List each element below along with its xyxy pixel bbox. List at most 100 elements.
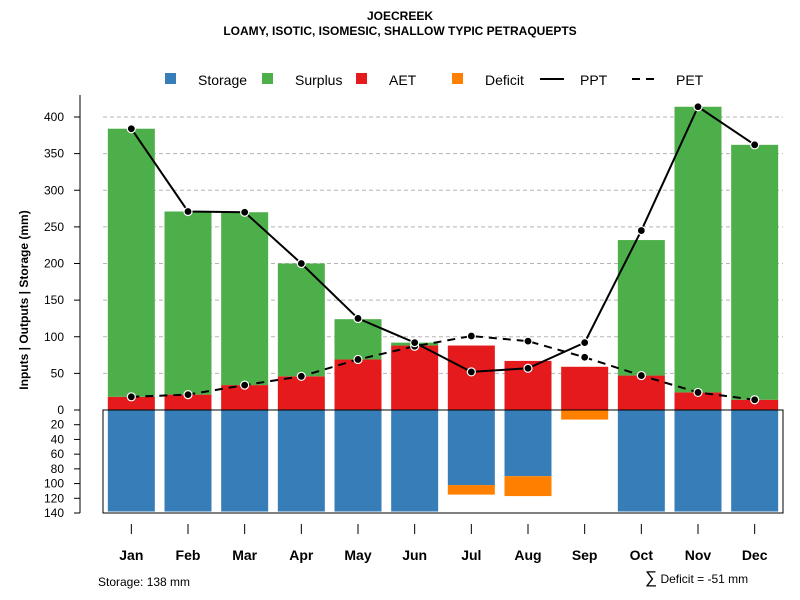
x-tick-label: Jun: [402, 547, 427, 563]
y-tick-label: 80: [51, 462, 65, 476]
aet-bar: [391, 345, 439, 410]
aet-bar: [731, 399, 779, 410]
legend-label-surplus: Surplus: [295, 72, 342, 88]
storage-capacity-label: Storage: 138 mm: [98, 575, 191, 589]
legend-label-aet: AET: [389, 72, 417, 88]
surplus-bar: [674, 106, 722, 393]
pet-point: [353, 354, 363, 365]
pet-point: [183, 390, 193, 400]
chart-subtitle: LOAMY, ISOTIC, ISOMESIC, SHALLOW TYPIC P…: [223, 24, 577, 38]
pet-point: [523, 336, 533, 346]
storage-bar: [617, 410, 665, 512]
y-tick-label: 100: [44, 330, 64, 344]
aet-bar: [561, 366, 609, 410]
storage-bar: [391, 410, 439, 512]
storage-bar: [164, 410, 212, 512]
ppt-point: [636, 225, 646, 236]
storage-bar: [731, 410, 779, 512]
aet-bar: [277, 376, 325, 410]
aet-bar: [617, 375, 665, 410]
aet-bar: [447, 345, 495, 410]
legend-swatch-deficit: [452, 73, 463, 84]
pet-point: [750, 395, 760, 405]
y-tick-label: 400: [44, 110, 64, 124]
x-tick-label: Apr: [289, 547, 314, 563]
pet-line: [131, 335, 755, 401]
aet-bar: [164, 394, 212, 410]
legend-label-pet: PET: [676, 72, 704, 88]
storage-bar: [674, 410, 722, 512]
ppt-point: [693, 102, 703, 112]
surplus-bar: [221, 212, 269, 386]
aet-bar: [334, 359, 382, 410]
legend-swatch-surplus: [262, 73, 273, 84]
x-tick-label: May: [344, 547, 371, 563]
x-tick-label: Jan: [119, 547, 143, 563]
x-tick-label: Aug: [514, 547, 541, 563]
y-tick-label: 140: [44, 506, 64, 520]
x-tick-label: Feb: [176, 547, 201, 563]
x-tick-label: Nov: [685, 547, 712, 563]
y-tick-label: 100: [44, 477, 64, 491]
x-tick-label: Sep: [572, 547, 598, 563]
deficit-bar: [447, 485, 495, 495]
y-tick-label: 60: [51, 447, 65, 461]
y-tick-label: 300: [44, 183, 64, 197]
legend-label-deficit: Deficit: [485, 72, 524, 88]
storage-bar: [504, 410, 552, 477]
surplus-bar: [731, 144, 779, 400]
storage-bar: [221, 410, 269, 512]
ppt-point: [580, 338, 590, 348]
chart-title: JOECREEK: [366, 9, 434, 23]
ppt-point: [410, 338, 420, 348]
x-tick-label: Dec: [742, 547, 768, 563]
pet-point: [636, 370, 646, 381]
pet-point: [466, 331, 476, 341]
legend-label-ppt: PPT: [580, 72, 608, 88]
y-tick-label: 20: [51, 418, 65, 432]
pet-point: [240, 380, 250, 390]
y-tick-label: 350: [44, 147, 64, 161]
pet-point: [693, 387, 703, 398]
ppt-point: [466, 367, 476, 377]
ppt-point: [240, 207, 250, 217]
storage-bar: [107, 410, 155, 512]
y-axis-label: Inputs | Outputs | Storage (mm): [17, 210, 31, 389]
storage-bar: [334, 410, 382, 512]
x-tick-label: Jul: [461, 547, 481, 563]
legend-label-storage: Storage: [198, 72, 247, 88]
x-tick-label: Oct: [630, 547, 654, 563]
aet-bar: [674, 392, 722, 410]
ppt-point: [183, 206, 193, 217]
ppt-point: [750, 140, 760, 150]
surplus-bar: [164, 211, 212, 395]
y-tick-label: 150: [44, 293, 64, 307]
sum-symbol: ∑: [645, 568, 658, 587]
ppt-point: [523, 363, 533, 373]
y-tick-label: 200: [44, 257, 64, 271]
storage-bar: [447, 410, 495, 486]
pet-point: [126, 392, 136, 402]
pet-point: [296, 371, 306, 381]
y-tick-label: 0: [57, 403, 64, 417]
y-tick-label: 50: [51, 366, 65, 380]
pet-point: [580, 352, 590, 362]
total-deficit-text: Deficit = -51 mm: [660, 572, 749, 586]
x-tick-label: Mar: [232, 547, 257, 563]
ppt-point: [353, 313, 363, 324]
surplus-bar: [107, 128, 155, 397]
deficit-bar: [561, 410, 609, 420]
surplus-bar: [617, 240, 665, 376]
ppt-point: [126, 124, 136, 134]
y-tick-label: 250: [44, 220, 64, 234]
deficit-bar: [504, 476, 552, 497]
total-deficit-label: ∑ Deficit = -51 mm: [645, 568, 748, 588]
surplus-bar: [277, 263, 325, 377]
aet-bar: [107, 396, 155, 410]
y-tick-label: 40: [51, 432, 65, 446]
legend-swatch-aet: [356, 73, 367, 84]
ppt-point: [296, 258, 306, 269]
ppt-line: [130, 105, 756, 373]
y-tick-label: 120: [44, 491, 64, 505]
